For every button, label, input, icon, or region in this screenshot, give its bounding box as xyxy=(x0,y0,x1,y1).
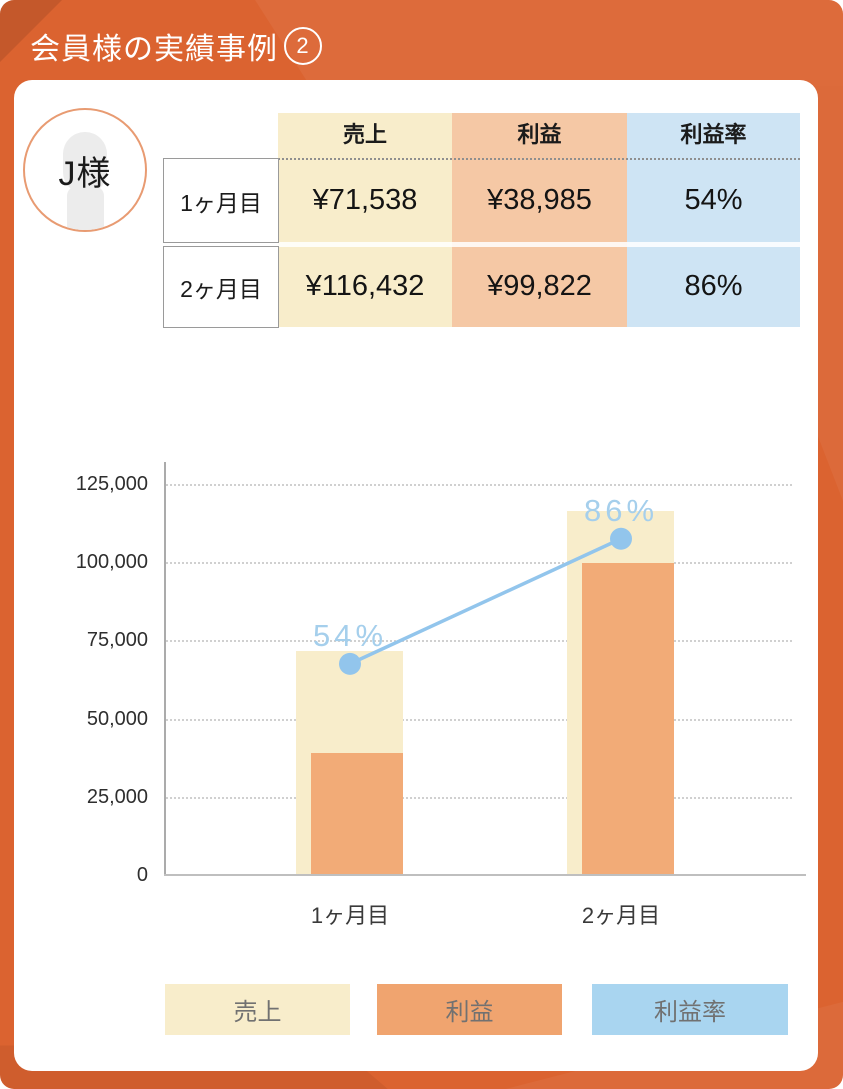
rate-column-background xyxy=(627,113,800,327)
table-cell-sales-month2: ¥116,432 xyxy=(305,270,425,302)
person-silhouette-icon xyxy=(63,132,107,194)
title-number-badge: 2 xyxy=(284,27,322,65)
y-axis-tick: 100,000 xyxy=(75,551,148,573)
page-title: 会員様の実績事例 2 xyxy=(30,24,322,68)
row-separator xyxy=(278,242,800,247)
gridline xyxy=(166,562,792,564)
rate-label-month2: 86% xyxy=(583,492,659,528)
rate-label-month1: 54% xyxy=(312,617,388,653)
y-axis-tick: 25,000 xyxy=(86,786,148,808)
table-cell-sales-month1: ¥71,538 xyxy=(312,184,418,216)
legend-item-profit: 利益 xyxy=(377,984,562,1035)
column-header-sales: 売上 xyxy=(342,122,387,147)
bar-profit-month2 xyxy=(582,562,674,875)
y-axis-tick: 75,000 xyxy=(86,629,148,651)
y-axis-tick: 50,000 xyxy=(86,708,148,730)
member-name: J様 xyxy=(58,154,112,193)
gridline xyxy=(166,797,792,799)
rate-line-chart xyxy=(339,527,632,675)
profit-column-background xyxy=(452,113,627,327)
sales-column-background xyxy=(278,113,452,327)
header-separator xyxy=(278,158,800,160)
row-header-month1: 1ヶ月目 xyxy=(163,158,279,243)
y-axis-tick: 125,000 xyxy=(75,473,148,495)
x-axis xyxy=(164,874,806,876)
bar-chart-plot-area: 54% 86% xyxy=(166,484,792,875)
table-cell-rate-month1: 54% xyxy=(684,184,743,216)
page-title-text: 会員様の実績事例 xyxy=(30,33,278,66)
y-axis-tick: 0 xyxy=(136,864,148,886)
table-cell-rate-month2: 86% xyxy=(684,270,743,302)
y-axis xyxy=(164,462,166,875)
person-silhouette-icon xyxy=(67,186,104,230)
gridline xyxy=(166,719,792,721)
gridline xyxy=(166,640,792,642)
row-header-month2: 2ヶ月目 xyxy=(163,246,279,328)
rate-line xyxy=(349,537,622,666)
column-header-rate: 利益率 xyxy=(680,122,747,147)
results-card: J様 売上 利益 利益率 1ヶ月目 2ヶ月目 ¥71,538 ¥38,985 5… xyxy=(14,80,818,1071)
results-table xyxy=(278,113,800,327)
x-axis-label-month2: 2ヶ月目 xyxy=(581,903,661,928)
gridline xyxy=(166,484,792,486)
rate-point-month1 xyxy=(339,652,361,675)
legend-item-rate: 利益率 xyxy=(592,984,788,1035)
member-avatar: J様 xyxy=(23,108,147,232)
bar-profit-month1 xyxy=(311,753,403,875)
table-cell-profit-month2: ¥99,822 xyxy=(487,270,592,302)
column-header-profit: 利益 xyxy=(517,122,562,147)
table-cell-profit-month1: ¥38,985 xyxy=(487,184,592,216)
legend-item-sales: 売上 xyxy=(165,984,350,1035)
x-axis-label-month1: 1ヶ月目 xyxy=(310,903,390,928)
rate-point-month2 xyxy=(610,527,632,550)
